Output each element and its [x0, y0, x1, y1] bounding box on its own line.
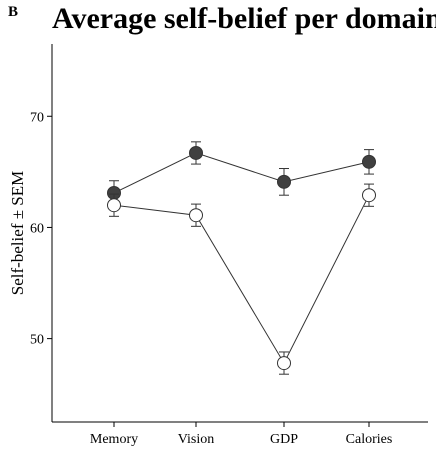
y-tick-label: 50: [30, 333, 44, 348]
x-tick-label: Vision: [178, 432, 215, 447]
data-point: [189, 145, 203, 160]
data-point: [189, 208, 203, 223]
y-tick-label: 70: [30, 110, 44, 125]
x-tick-label: GDP: [270, 432, 298, 447]
series-line: [113, 194, 370, 365]
chart-title: Average self-belief per domain: [52, 2, 436, 35]
data-point: [362, 188, 376, 203]
axes: 50 60 70 Memory Vision GDP Calories: [30, 44, 428, 447]
panel-label: B: [8, 4, 19, 20]
series-1: [107, 183, 376, 375]
data-point: [362, 154, 376, 169]
series-line: [113, 152, 370, 194]
y-tick-label: 60: [30, 221, 44, 236]
x-tick-label: Calories: [346, 432, 393, 447]
x-tick-label: Memory: [90, 432, 138, 447]
series-0: [107, 141, 376, 206]
data-point: [277, 174, 291, 189]
data-point: [107, 198, 121, 213]
series-layer: [107, 141, 376, 375]
data-point: [277, 356, 291, 371]
y-axis-label: Self-belief ± SEM: [8, 171, 27, 296]
